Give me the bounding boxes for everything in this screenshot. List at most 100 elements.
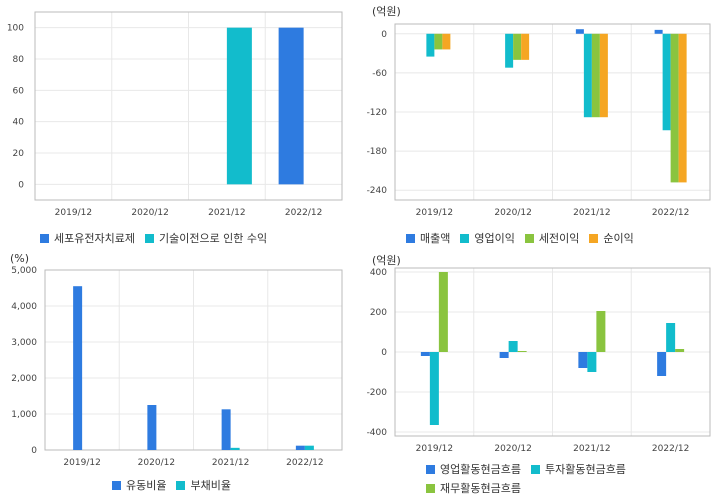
x-tick-label: 2022/12: [286, 458, 323, 468]
y-tick-label: 400: [370, 268, 387, 278]
y-tick-label: 2,000: [11, 374, 37, 384]
bar: [438, 272, 448, 352]
y-tick-label: -200: [367, 388, 388, 398]
legend-label: 세포유전자치료제: [54, 232, 135, 245]
y-tick-label: 200: [370, 308, 387, 318]
bar: [429, 352, 439, 425]
bar: [230, 447, 240, 450]
chart-plot: 0 20 40 60 80 100 2019/12 2020/12 2021/12 2022/12: [7, 11, 343, 218]
bar: [426, 33, 435, 57]
chart-cash-flow: (억원) 400 200 0 -200 -400 2019/12 2020/12 2021/1…: [360, 248, 720, 496]
legend-label: 영업활동현금흐름: [440, 463, 521, 476]
bar: [73, 286, 83, 450]
y-tick-label: 0: [18, 180, 24, 190]
legend-item[interactable]: 기술이전으로 인한 수익: [144, 230, 268, 246]
y-tick-label: 0: [381, 348, 387, 358]
y-tick-label: -400: [367, 428, 388, 438]
chart-revenue-source: 0 20 40 60 80 100 2019/12 2020/12 2021/12 2022/12…: [0, 0, 360, 248]
legend-label: 기술이전으로 인한 수익: [158, 232, 268, 245]
x-tick-label: 2020/12: [138, 458, 175, 468]
legend-swatch: [176, 480, 186, 490]
chart-plot: 400 200 0 -200 -400 2019/12 2020/12 2021/12 2022…: [367, 267, 711, 454]
legend-item[interactable]: 영업이익: [460, 230, 515, 246]
y-tick-label: -240: [367, 186, 388, 196]
unit-label: (억원): [372, 5, 401, 18]
chart-plot: 0 -60 -120 -180 -240 2019/12 2020/12 2021/12 202…: [367, 23, 711, 218]
bar: [442, 33, 451, 50]
legend-swatch: [589, 233, 599, 243]
bar: [147, 405, 157, 450]
legend-item[interactable]: 부채비율: [176, 477, 231, 493]
y-tick-label: 4,000: [11, 302, 37, 312]
bar: [521, 33, 530, 60]
x-tick-label: 2021/12: [212, 458, 249, 468]
bar: [596, 311, 606, 352]
chart-legend: 매출액 영업이익 세전이익 순이익: [406, 230, 706, 246]
x-tick-label: 2019/12: [416, 444, 453, 454]
x-tick-label: 2022/12: [652, 208, 689, 218]
bar: [666, 323, 676, 352]
bar: [434, 33, 443, 50]
unit-label: (%): [10, 252, 30, 265]
bar: [591, 33, 600, 118]
legend-item[interactable]: 유동비율: [112, 477, 166, 493]
legend-swatch: [144, 233, 154, 243]
y-tick-label: -60: [372, 69, 387, 79]
plot-frame: [34, 11, 343, 201]
bar: [599, 33, 608, 118]
legend-swatch: [426, 464, 435, 474]
bar: [304, 445, 314, 450]
legend-swatch: [524, 233, 534, 243]
y-tick-label: -120: [367, 108, 388, 118]
legend-label: 세전이익: [538, 232, 580, 245]
legend-swatch: [460, 233, 470, 243]
bar: [578, 352, 588, 368]
plot-frame: [44, 269, 343, 451]
legend-item[interactable]: 세전이익: [524, 230, 580, 246]
chart-legend: 유동비율 부채비율: [112, 477, 352, 493]
bar: [499, 352, 509, 358]
y-tick-label: 0: [381, 30, 387, 40]
bar: [675, 349, 685, 352]
y-tick-label: 1,000: [11, 410, 37, 420]
chart-ratios: (%) 0 1,000 2,000 3,000 4,000 5,000 2019/12 202…: [0, 248, 360, 496]
bar: [575, 29, 584, 34]
y-tick-label: 0: [31, 446, 37, 456]
bar: [295, 445, 305, 450]
x-tick-label: 2022/12: [285, 208, 322, 218]
bar: [226, 27, 252, 185]
y-tick-label: 3,000: [11, 338, 37, 348]
legend-item[interactable]: 재무활동현금흐름: [426, 480, 521, 496]
bar: [508, 341, 518, 352]
bar: [517, 351, 527, 352]
legend-label: 유동비율: [126, 479, 167, 492]
legend-item[interactable]: 세포유전자치료제: [40, 230, 135, 246]
y-tick-label: 60: [13, 86, 25, 96]
bar: [678, 33, 687, 183]
legend-label: 재무활동현금흐름: [440, 482, 521, 495]
x-tick-label: 2020/12: [131, 208, 168, 218]
unit-label: (억원): [372, 254, 401, 267]
x-tick-label: 2020/12: [494, 208, 531, 218]
chart-legend: 세포유전자치료제 기술이전으로 인한 수익: [40, 230, 340, 246]
x-tick-label: 2019/12: [55, 208, 92, 218]
legend-item[interactable]: 투자활동현금흐름: [530, 461, 626, 477]
legend-swatch: [426, 483, 435, 493]
y-tick-label: -180: [367, 147, 388, 157]
bar: [583, 33, 592, 118]
x-tick-label: 2020/12: [494, 444, 531, 454]
legend-item[interactable]: 순이익: [589, 230, 634, 246]
bar: [654, 29, 663, 34]
x-tick-label: 2019/12: [63, 458, 100, 468]
bar: [505, 33, 514, 68]
plot-frame: [394, 23, 711, 201]
bar: [657, 352, 667, 376]
x-tick-label: 2019/12: [416, 208, 453, 218]
bar: [420, 352, 430, 356]
legend-label: 순이익: [603, 232, 634, 245]
legend-item[interactable]: 매출액: [406, 230, 450, 246]
legend-item[interactable]: 영업활동현금흐름: [426, 461, 521, 477]
legend-swatch: [40, 233, 49, 243]
bar: [662, 33, 671, 131]
